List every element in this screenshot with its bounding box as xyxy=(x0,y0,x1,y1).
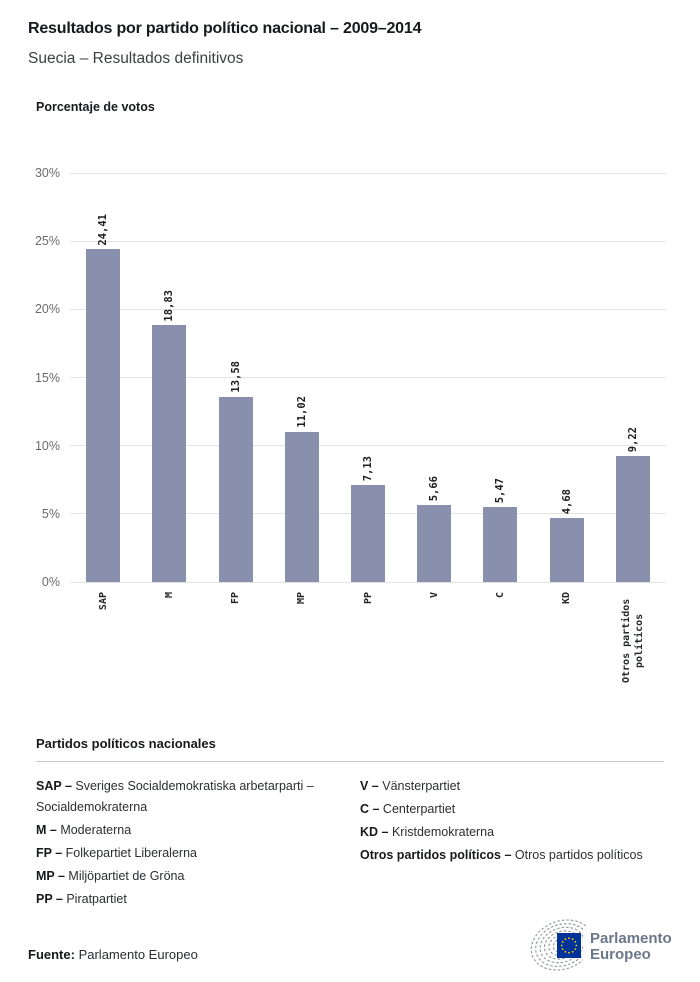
bar-value-label: 13,58 xyxy=(229,361,242,393)
x-tick-label: SAP xyxy=(97,592,109,611)
legend-item-name: Folkepartiet Liberalerna xyxy=(62,846,197,860)
x-tick-label: MP xyxy=(296,592,308,605)
logo-mask xyxy=(583,926,593,972)
legend-columns: SAP – Sveriges Socialdemokratiska arbeta… xyxy=(36,776,664,912)
legend-item: MP – Miljöpartiet de Gröna xyxy=(36,866,348,887)
legend-divider xyxy=(36,761,664,762)
page-subtitle: Suecia – Resultados definitivos xyxy=(28,50,244,67)
chart-title: Porcentaje de votos xyxy=(36,100,155,114)
bar xyxy=(284,431,319,582)
legend-item-name: Vänsterpartiet xyxy=(378,779,461,793)
gridline xyxy=(70,172,666,174)
bar xyxy=(417,504,452,582)
bar-value-label: 11,02 xyxy=(295,396,308,428)
legend-item-name: Sveriges Socialdemokratiska arbetarparti… xyxy=(36,779,314,814)
source-label: Fuente: xyxy=(28,947,75,962)
legend-item: V – Vänsterpartiet xyxy=(360,776,664,797)
gridline xyxy=(70,240,666,242)
bar xyxy=(351,484,385,582)
legend-item: M – Moderaterna xyxy=(36,820,348,841)
legend-item-abbr: FP – xyxy=(36,846,63,860)
bar xyxy=(152,325,187,582)
legend-item-name: Moderaterna xyxy=(56,823,132,837)
legend-item-name: Miljöpartiet de Gröna xyxy=(64,869,185,883)
party-legend-section: Partidos políticos nacionales SAP – Sver… xyxy=(36,736,664,912)
x-tick-label: M xyxy=(163,592,175,599)
legend-item-abbr: SAP – xyxy=(36,779,72,793)
legend-heading: Partidos políticos nacionales xyxy=(36,736,216,751)
legend-item: KD – Kristdemokraterna xyxy=(360,822,664,843)
legend-item-abbr: V – xyxy=(360,779,379,793)
legend-item: C – Centerpartiet xyxy=(360,799,664,820)
gridline xyxy=(70,581,666,583)
legend-column-left: SAP – Sveriges Socialdemokratiska arbeta… xyxy=(36,776,360,912)
eu-flag-stars xyxy=(560,937,578,954)
page-title: Resultados por partido político nacional… xyxy=(28,20,422,37)
bar xyxy=(483,507,518,582)
bar xyxy=(86,249,121,582)
bar-value-label: 5,47 xyxy=(494,478,507,504)
bar-value-label: 7,13 xyxy=(362,455,374,481)
logo-text-line2: Europeo xyxy=(590,946,651,963)
x-tick-label: C xyxy=(494,592,506,599)
bar-value-label: 4,68 xyxy=(560,488,573,515)
gridline xyxy=(70,308,666,310)
legend-item: PP – Piratpartiet xyxy=(36,889,348,910)
y-tick-label: 20% xyxy=(34,302,60,317)
legend-item: SAP – Sveriges Socialdemokratiska arbeta… xyxy=(36,776,348,818)
bar xyxy=(218,396,253,582)
legend-item-abbr: MP – xyxy=(36,869,65,883)
legend-item: FP – Folkepartiet Liberalerna xyxy=(36,843,348,864)
y-tick-label: 0% xyxy=(41,575,60,589)
european-parliament-logo: Parlamento Europeo xyxy=(530,919,672,972)
bar-value-label: 18,83 xyxy=(163,289,176,322)
y-tick-label: 15% xyxy=(34,370,60,385)
x-tick-label: Otros partidos políticos xyxy=(620,598,645,683)
legend-item-abbr: Otros partidos políticos – xyxy=(360,848,512,862)
y-tick-label: 30% xyxy=(34,166,60,180)
bar-value-label: 24,41 xyxy=(97,213,110,246)
logo-text-line1: Parlamento xyxy=(590,930,672,947)
legend-item-name: Piratpartiet xyxy=(62,892,127,906)
y-tick-label: 25% xyxy=(34,234,60,249)
bar-value-label: 5,66 xyxy=(428,475,441,501)
legend-item-abbr: C – xyxy=(360,802,380,816)
source-value: Parlamento Europeo xyxy=(78,947,198,962)
gridline xyxy=(70,377,666,378)
legend-item: Otros partidos políticos – Otros partido… xyxy=(360,845,664,866)
y-tick-label: 10% xyxy=(34,438,60,453)
x-tick-label: PP xyxy=(362,592,374,605)
gridline xyxy=(70,445,666,447)
eu-flag-icon xyxy=(557,933,581,958)
legend-item-abbr: M – xyxy=(36,823,57,837)
bar xyxy=(549,518,584,582)
legend-item-name: Otros partidos políticos xyxy=(511,848,643,862)
legend-item-name: Centerpartiet xyxy=(379,802,456,816)
x-tick-label: KD xyxy=(561,592,573,605)
legend-item-abbr: PP – xyxy=(36,892,63,906)
source-note: Fuente: Parlamento Europeo xyxy=(28,947,198,962)
x-tick-label: V xyxy=(428,592,440,599)
legend-column-right: V – Vänsterpartiet C – Centerpartiet KD – … xyxy=(360,776,664,912)
legend-item-abbr: KD – xyxy=(360,825,389,839)
bar xyxy=(615,456,650,582)
bar-value-label: 9,22 xyxy=(626,427,639,453)
x-tick-label: FP xyxy=(230,592,242,605)
y-tick-label: 5% xyxy=(41,506,60,521)
legend-item-name: Kristdemokraterna xyxy=(388,825,495,839)
